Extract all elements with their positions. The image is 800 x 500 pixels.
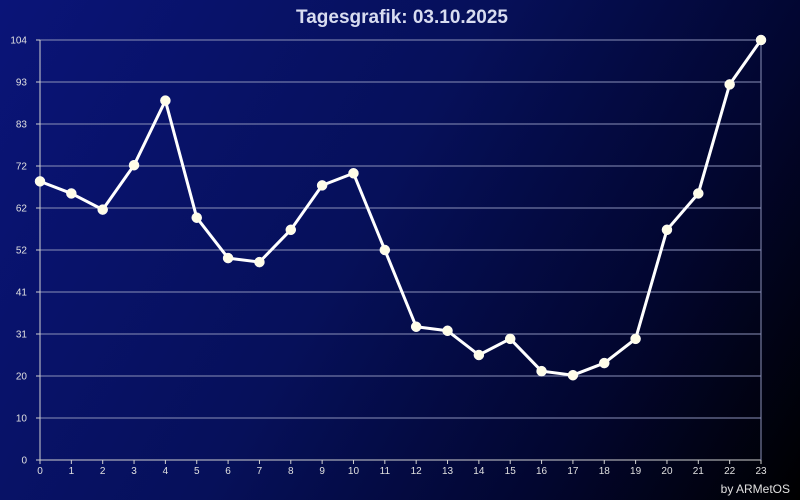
- y-tick-label: 83: [16, 120, 28, 131]
- x-tick-label: 3: [131, 466, 137, 477]
- y-tick-label: 31: [16, 330, 28, 341]
- data-point: [630, 333, 641, 345]
- data-point: [97, 204, 108, 215]
- x-tick-label: 17: [567, 466, 579, 477]
- x-tick-label: 18: [599, 466, 611, 477]
- data-point: [567, 369, 579, 381]
- data-point: [599, 357, 610, 369]
- data-point: [661, 224, 673, 236]
- data-point: [191, 212, 202, 223]
- y-tick-label: 93: [16, 78, 28, 89]
- y-tick-label: 20: [16, 372, 28, 383]
- x-tick-label: 16: [536, 466, 548, 477]
- x-tick-label: 12: [411, 466, 423, 477]
- data-series: [34, 34, 767, 381]
- data-point: [536, 365, 547, 377]
- data-point: [222, 252, 234, 264]
- grid-lines: [40, 39, 761, 419]
- x-tick-label: 21: [693, 466, 705, 477]
- data-point: [504, 333, 516, 345]
- x-tick-label: 15: [505, 466, 517, 477]
- data-point: [66, 188, 77, 199]
- x-tick-label: 5: [194, 466, 200, 477]
- data-point: [348, 168, 359, 179]
- x-tick-label: 0: [37, 466, 43, 477]
- chart-title: Tagesgrafik: 03.10.2025: [296, 7, 508, 28]
- x-tick-label: 14: [473, 466, 485, 477]
- x-tick-label: 2: [100, 466, 106, 477]
- x-tick-label: 6: [225, 466, 231, 477]
- data-point: [128, 159, 140, 171]
- data-point: [724, 79, 735, 90]
- x-tick-label: 20: [661, 466, 673, 477]
- data-point: [34, 176, 46, 187]
- x-tick-label: 10: [348, 466, 360, 477]
- y-tick-label: 0: [21, 456, 27, 467]
- y-tick-label: 62: [16, 204, 28, 215]
- x-tick-label: 11: [380, 466, 391, 477]
- axes: [36, 39, 762, 464]
- y-tick-label: 104: [10, 36, 27, 47]
- data-point: [285, 224, 297, 236]
- y-axis-tick-labels: 0 10 20 31 41 52 62 72 83 93 104: [10, 36, 27, 467]
- credit-label: by ARMetOS: [721, 482, 790, 496]
- x-tick-label: 1: [69, 466, 75, 477]
- x-tick-label: 19: [630, 466, 642, 477]
- data-point: [473, 349, 485, 361]
- x-tick-label: 13: [442, 466, 454, 477]
- x-tick-label: 23: [755, 466, 767, 477]
- x-tick-label: 4: [163, 466, 169, 477]
- y-tick-label: 41: [16, 288, 28, 299]
- x-tick-label: 8: [288, 466, 294, 477]
- data-point: [379, 244, 391, 256]
- x-tick-label: 22: [724, 466, 736, 477]
- data-point: [316, 180, 328, 191]
- data-point: [254, 256, 265, 268]
- y-tick-label: 10: [16, 414, 28, 425]
- data-point: [693, 188, 704, 199]
- x-tick-label: 7: [257, 466, 263, 477]
- data-point: [442, 325, 453, 337]
- x-tick-label: 9: [319, 466, 325, 477]
- data-point: [160, 95, 171, 106]
- series-line: [38, 38, 763, 377]
- data-point: [410, 321, 422, 332]
- x-axis-tick-labels: 0 1 2 3 4 5 6 7 8 9 10 11 12 13 14 15 16 17 18 19 20 21 22 23: [37, 466, 767, 477]
- data-point: [755, 34, 767, 46]
- y-tick-label: 52: [16, 246, 28, 257]
- y-tick-label: 72: [16, 162, 28, 173]
